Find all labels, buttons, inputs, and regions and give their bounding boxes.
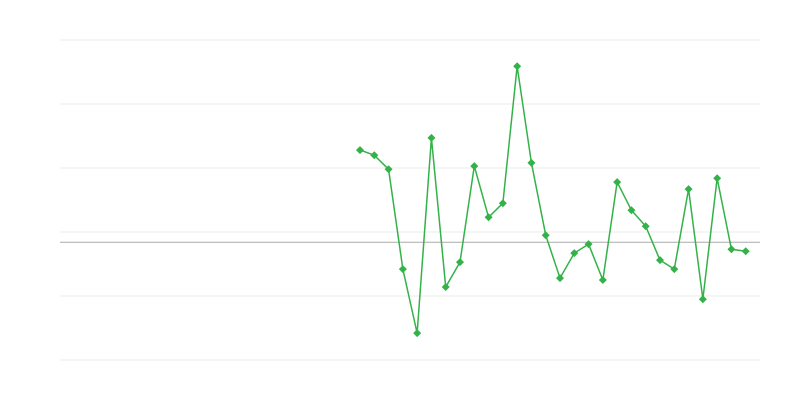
data-point bbox=[484, 213, 493, 222]
data-point bbox=[413, 329, 422, 338]
data-point bbox=[541, 231, 550, 240]
data-point bbox=[356, 146, 364, 155]
data-point bbox=[456, 258, 464, 267]
data-point bbox=[384, 165, 393, 174]
data-point bbox=[527, 158, 536, 167]
data-point bbox=[698, 295, 707, 304]
series-line-group bbox=[356, 62, 750, 338]
data-point bbox=[427, 133, 436, 142]
data-point bbox=[498, 199, 507, 208]
data-point bbox=[598, 276, 607, 284]
data-point bbox=[641, 222, 650, 231]
data-point bbox=[398, 265, 407, 274]
gridlines bbox=[60, 39, 760, 361]
series-line bbox=[359, 66, 746, 334]
data-point bbox=[684, 185, 693, 194]
data-point bbox=[584, 240, 593, 249]
data-point bbox=[556, 274, 564, 283]
data-point bbox=[513, 62, 522, 71]
data-point bbox=[741, 247, 750, 256]
data-point bbox=[656, 256, 664, 265]
data-point bbox=[627, 206, 636, 215]
data-point bbox=[670, 265, 679, 274]
data-point bbox=[370, 151, 379, 160]
data-point bbox=[441, 283, 450, 292]
data-point bbox=[613, 178, 622, 187]
data-point bbox=[713, 174, 722, 183]
data-point bbox=[570, 249, 579, 258]
data-point bbox=[470, 162, 479, 171]
data-point bbox=[727, 245, 736, 254]
